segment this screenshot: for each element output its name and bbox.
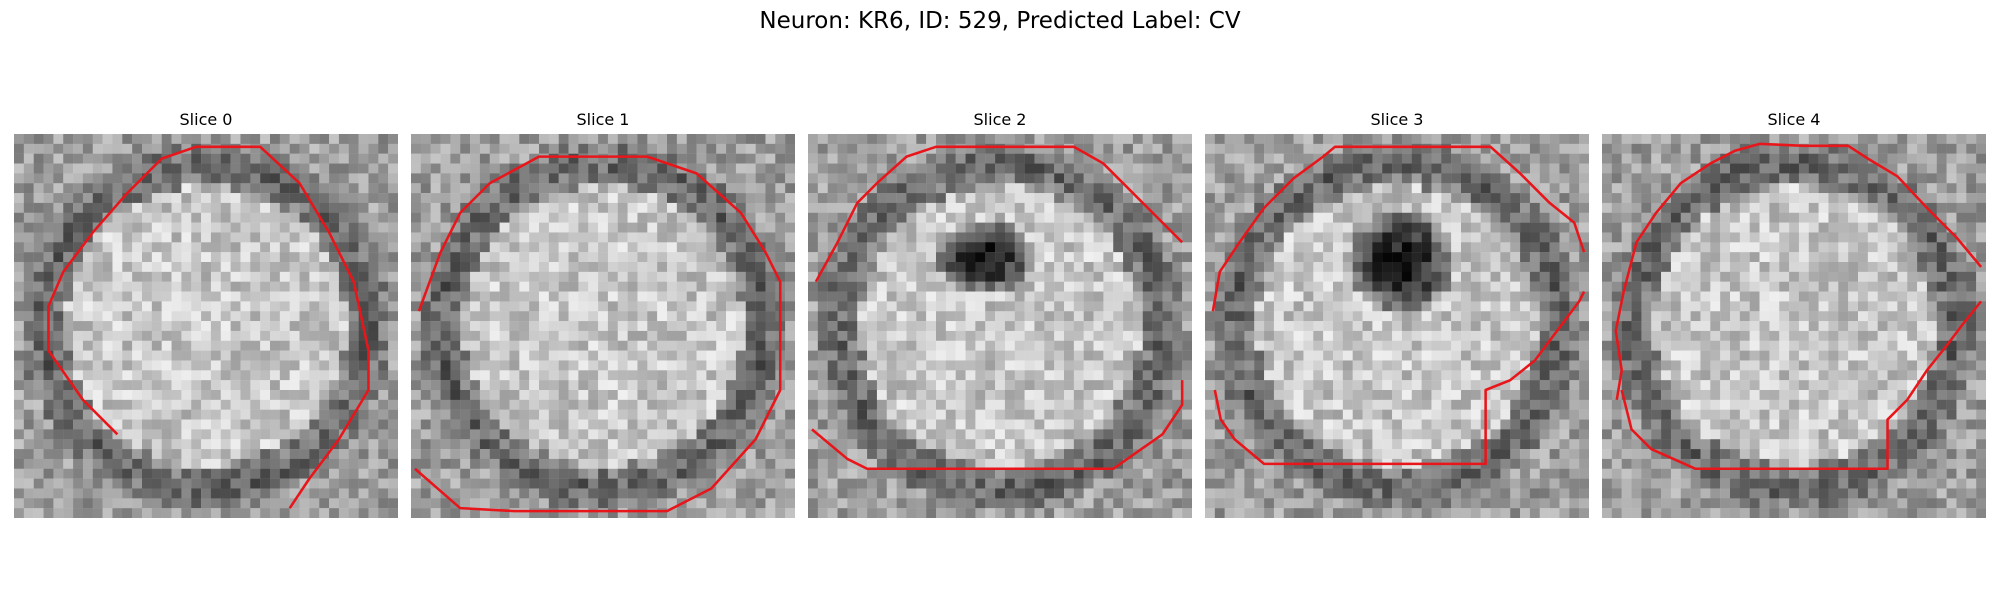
slice-title: Slice 4 [1767, 110, 1821, 129]
segmentation-contour [1614, 142, 1983, 401]
slice-panel-3: Slice 3 [1205, 110, 1589, 518]
slice-panel-4: Slice 4 [1602, 110, 1986, 518]
slice-image [14, 134, 398, 518]
segmentation-contour [1620, 300, 1983, 471]
segmentation-contour [1213, 290, 1586, 466]
slice-image [1602, 134, 1986, 518]
segmentation-contour [811, 380, 1184, 471]
segmentation-contour [1211, 145, 1586, 312]
segmentation-contour [814, 145, 1184, 283]
slice-title: Slice 2 [973, 110, 1027, 129]
slice-panel-1: Slice 1 [411, 110, 795, 518]
slice-title: Slice 1 [576, 110, 630, 129]
segmentation-contour [47, 145, 370, 509]
slice-title: Slice 3 [1370, 110, 1424, 129]
segmentation-contour [414, 155, 782, 513]
slice-image [1205, 134, 1589, 518]
slice-image [411, 134, 795, 518]
figure-title: Neuron: KR6, ID: 529, Predicted Label: C… [759, 8, 1241, 34]
slice-title: Slice 0 [179, 110, 233, 129]
slice-panel-2: Slice 2 [808, 110, 1192, 518]
slice-panel-0: Slice 0 [14, 110, 398, 518]
slice-image [808, 134, 1192, 518]
